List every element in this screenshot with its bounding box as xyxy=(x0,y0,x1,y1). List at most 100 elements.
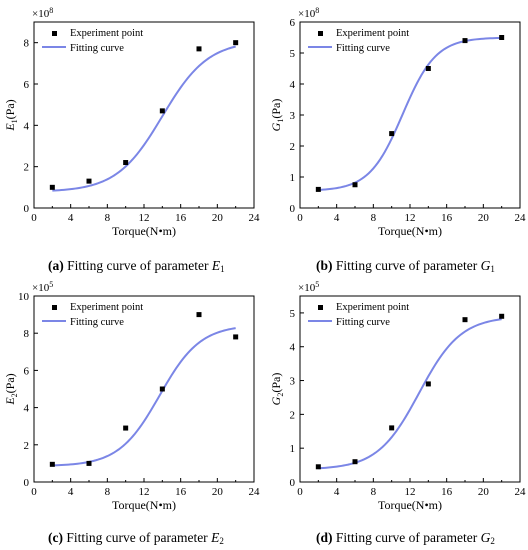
fitting-curve-c xyxy=(52,327,236,467)
caption-a: (a) Fitting curve of parameter E1 xyxy=(48,258,225,274)
experiment-point-a-3 xyxy=(159,108,165,114)
y-tick-label-d-1: 1 xyxy=(290,443,296,455)
y-tick-label-d-2: 2 xyxy=(290,409,296,421)
fitting-curve-b xyxy=(318,36,502,191)
x-tick-label-c-2: 8 xyxy=(105,486,111,498)
x-tick-label-c-0: 0 xyxy=(31,486,37,498)
plot-frame-c xyxy=(33,295,255,483)
x-tick-label-c-6: 24 xyxy=(249,486,261,498)
y-multiplier-b: ×108 xyxy=(298,6,319,20)
chart-panel-c: 0 4 8 12 16 20 240246810×105Torque(N•m)E2(Pa)E… xyxy=(3,280,260,512)
legend-marker-c xyxy=(52,305,57,310)
x-tick-label-a-5: 20 xyxy=(212,212,224,224)
legend-points-label-b: Experiment point xyxy=(336,28,409,39)
caption-c-symbol: E xyxy=(211,530,220,545)
experiment-point-b-5 xyxy=(499,35,505,40)
caption-a-sub: 1 xyxy=(220,264,225,274)
y-multiplier-a: ×108 xyxy=(32,6,53,20)
experiment-point-d-4 xyxy=(462,317,468,323)
caption-c-letter: (c) xyxy=(48,530,63,545)
plot-frame-a xyxy=(33,21,255,209)
y-tick-label-d-3: 3 xyxy=(290,376,296,388)
legend-marker-a xyxy=(52,31,57,36)
experiment-point-b-4 xyxy=(462,38,468,44)
experiment-point-d-2 xyxy=(389,425,395,431)
x-tick-label-d-5: 20 xyxy=(478,486,490,498)
x-axis-label-c: Torque(N•m) xyxy=(112,498,176,512)
x-tick-label-b-4: 16 xyxy=(441,212,453,224)
y-tick-label-a-1: 2 xyxy=(24,162,30,174)
experiment-point-a-4 xyxy=(196,46,202,52)
experiment-point-b-2 xyxy=(389,131,395,137)
x-tick-label-a-2: 8 xyxy=(105,212,111,224)
x-tick-label-b-0: 0 xyxy=(297,212,303,224)
x-tick-label-c-3: 12 xyxy=(139,486,150,498)
legend-marker-b xyxy=(318,31,323,36)
x-tick-label-a-0: 0 xyxy=(31,212,37,224)
caption-c: (c) Fitting curve of parameter E2 xyxy=(48,530,224,546)
y-tick-label-d-4: 4 xyxy=(290,342,296,354)
caption-b: (b) Fitting curve of parameter G1 xyxy=(316,258,495,274)
caption-d-text: Fitting curve of parameter xyxy=(335,530,478,545)
plot-frame-d xyxy=(299,295,521,483)
x-tick-label-d-4: 16 xyxy=(441,486,453,498)
legend-curve-label-c: Fitting curve xyxy=(70,317,124,328)
x-tick-label-b-2: 8 xyxy=(371,212,377,224)
legend-points-label-d: Experiment point xyxy=(336,302,409,313)
caption-d-letter: (d) xyxy=(316,530,333,545)
x-tick-label-a-6: 24 xyxy=(249,212,261,224)
fitting-curve-a xyxy=(52,45,236,192)
x-tick-label-d-3: 12 xyxy=(405,486,416,498)
y-tick-label-c-3: 6 xyxy=(24,365,30,377)
y-tick-label-b-0: 0 xyxy=(290,203,296,215)
y-tick-label-d-0: 0 xyxy=(290,477,296,489)
legend-curve-label-d: Fitting curve xyxy=(336,317,390,328)
experiment-point-c-2 xyxy=(123,425,129,431)
experiment-point-c-0 xyxy=(49,461,55,467)
experiment-point-b-0 xyxy=(315,186,321,192)
x-tick-label-c-4: 16 xyxy=(175,486,187,498)
x-tick-label-b-5: 20 xyxy=(478,212,490,224)
y-tick-label-b-2: 2 xyxy=(290,141,296,153)
y-tick-label-b-1: 1 xyxy=(290,172,296,184)
y-tick-label-c-0: 0 xyxy=(24,477,30,489)
caption-b-letter: (b) xyxy=(316,258,333,273)
caption-b-text: Fitting curve of parameter xyxy=(335,258,478,273)
experiment-point-d-3 xyxy=(425,381,431,387)
y-multiplier-c: ×105 xyxy=(32,280,53,294)
y-tick-label-c-4: 8 xyxy=(24,328,30,340)
x-tick-label-d-0: 0 xyxy=(297,486,303,498)
y-tick-label-c-2: 4 xyxy=(24,403,30,415)
caption-c-sub: 2 xyxy=(219,536,224,546)
experiment-point-a-5 xyxy=(233,40,239,46)
chart-panel-d: 0 4 8 12 16 20 24012345×105Torque(N•m)G2(Pa)Ex… xyxy=(269,280,526,512)
caption-a-letter: (a) xyxy=(48,258,64,273)
experiment-point-d-0 xyxy=(315,464,321,470)
experiment-point-c-4 xyxy=(196,312,202,318)
caption-b-symbol: G xyxy=(480,258,491,273)
caption-a-symbol: E xyxy=(211,258,221,273)
chart-panel-b: 0 4 8 12 16 20 240123456×108Torque(N•m)G1(Pa)E… xyxy=(269,6,526,238)
caption-d-sub: 2 xyxy=(490,536,495,546)
caption-d: (d) Fitting curve of parameter G2 xyxy=(316,530,495,546)
x-tick-label-d-1: 4 xyxy=(334,486,340,498)
chart-panel-a: 0 4 8 12 16 20 2402468×108Torque(N•m)E1(Pa)Exp… xyxy=(3,6,260,238)
experiment-point-d-5 xyxy=(499,313,505,319)
y-multiplier-d: ×105 xyxy=(298,280,319,294)
experiment-point-c-3 xyxy=(159,386,165,392)
experiment-point-b-3 xyxy=(425,66,431,71)
caption-c-text: Fitting curve of parameter xyxy=(66,530,208,545)
x-tick-label-c-5: 20 xyxy=(212,486,224,498)
caption-b-sub: 1 xyxy=(490,264,495,274)
y-tick-label-a-3: 6 xyxy=(24,79,30,91)
x-axis-label-d: Torque(N•m) xyxy=(378,498,442,512)
x-tick-label-b-3: 12 xyxy=(405,212,416,224)
y-tick-label-a-0: 0 xyxy=(24,203,30,215)
experiment-point-b-1 xyxy=(352,182,358,188)
experiment-point-c-5 xyxy=(233,334,239,340)
plot-frame-b xyxy=(299,21,521,209)
x-tick-label-a-4: 16 xyxy=(175,212,187,224)
y-tick-label-b-4: 4 xyxy=(290,79,296,91)
x-tick-label-a-1: 4 xyxy=(68,212,74,224)
y-axis-label-c: E2(Pa) xyxy=(3,373,19,405)
